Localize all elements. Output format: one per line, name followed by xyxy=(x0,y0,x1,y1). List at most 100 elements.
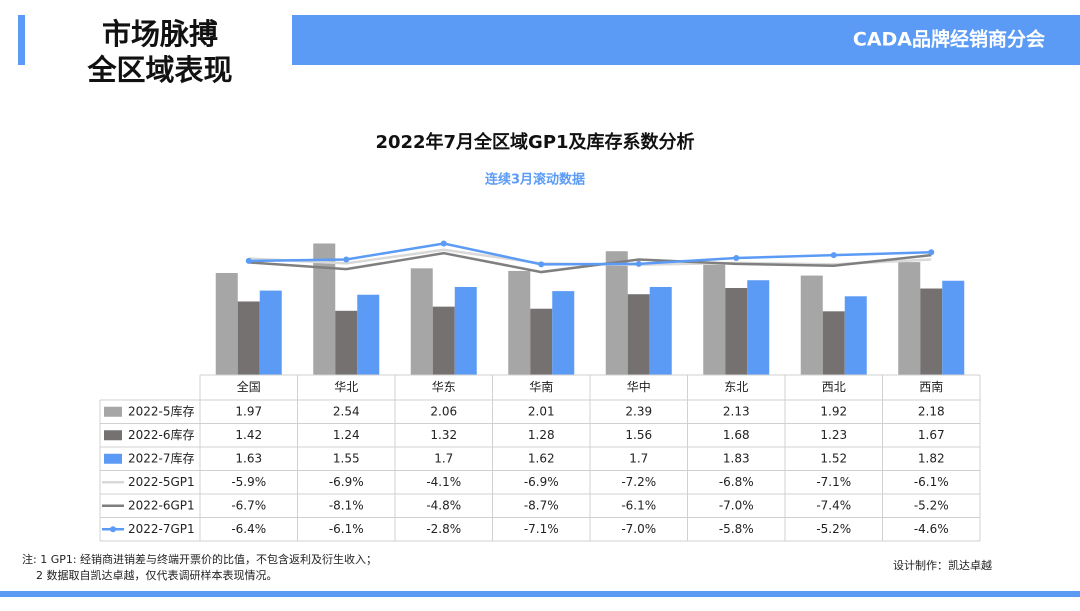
legend-label: 2022-5GP1 xyxy=(128,475,195,489)
table-value: -7.4% xyxy=(816,498,851,512)
x-tick-label: 西北 xyxy=(822,380,846,394)
x-tick-label: 东北 xyxy=(724,380,748,394)
x-tick-label: 华北 xyxy=(334,380,358,394)
legend-label: 2022-6GP1 xyxy=(128,498,195,512)
x-tick-label: 华南 xyxy=(529,379,553,394)
legend-label: 2022-5库存 xyxy=(128,403,195,418)
accent-bar xyxy=(18,15,25,65)
legend-swatch xyxy=(104,430,122,441)
chart-subtitle: 连续3月滚动数据 xyxy=(485,172,585,188)
bar xyxy=(822,311,845,375)
table-value: -5.2% xyxy=(816,522,851,536)
legend-label: 2022-7GP1 xyxy=(128,522,195,536)
bar xyxy=(454,286,477,375)
credit: 设计制作：凯达卓越 xyxy=(893,558,992,572)
marker xyxy=(830,252,837,259)
table-value: 1.7 xyxy=(629,451,648,465)
table-value: -2.8% xyxy=(426,522,461,536)
line xyxy=(248,242,932,266)
bar xyxy=(725,288,748,375)
table-value: -6.9% xyxy=(524,475,559,489)
note: 2 数据取自凯达卓越，仅代表调研样本表现情况。 xyxy=(36,568,278,582)
marker xyxy=(343,256,350,263)
legend-swatch xyxy=(104,406,122,417)
bar xyxy=(552,291,575,375)
bar xyxy=(942,280,965,375)
table-value: -7.2% xyxy=(621,475,656,489)
table-value: -7.1% xyxy=(524,522,559,536)
legend-marker xyxy=(110,526,116,533)
bar xyxy=(357,294,380,375)
bar xyxy=(335,310,358,375)
marker xyxy=(928,249,935,256)
table-value: 2.54 xyxy=(333,404,360,418)
table-value: -4.8% xyxy=(426,498,461,512)
table-value: -6.7% xyxy=(231,498,266,512)
bar xyxy=(703,264,726,375)
table-value: 2.01 xyxy=(528,404,555,418)
table-value: -5.2% xyxy=(914,498,949,512)
marker xyxy=(733,255,740,262)
marker xyxy=(440,240,447,247)
table-value: -5.8% xyxy=(719,522,754,536)
legend-label: 2022-7库存 xyxy=(128,450,195,465)
bar xyxy=(920,288,943,375)
table-value: 1.63 xyxy=(235,451,262,465)
table-value: -8.7% xyxy=(524,498,559,512)
bar xyxy=(530,308,553,375)
bar xyxy=(898,262,921,375)
bar xyxy=(313,243,336,375)
table-value: 1.83 xyxy=(723,451,750,465)
table-value: 1.28 xyxy=(528,428,555,442)
bar xyxy=(508,270,531,375)
note: 注: 1 GP1: 经销商进销差与终端开票价的比值，不包含返利及衍生收入； xyxy=(22,552,377,566)
table-value: 2.06 xyxy=(430,404,457,418)
table-value: 1.97 xyxy=(235,404,262,418)
bar xyxy=(237,301,260,375)
bar xyxy=(627,294,650,375)
table-value: -7.0% xyxy=(621,522,656,536)
table-value: -6.8% xyxy=(719,475,754,489)
table-value: -6.9% xyxy=(329,475,364,489)
table-value: 1.55 xyxy=(333,451,360,465)
table-value: 1.7 xyxy=(434,451,453,465)
table-value: 1.23 xyxy=(820,428,847,442)
table-value: -4.1% xyxy=(426,475,461,489)
chart-title: 2022年7月全区域GP1及库存系数分析 xyxy=(375,131,694,153)
table-value: 1.32 xyxy=(430,428,457,442)
bar xyxy=(605,251,628,375)
line xyxy=(248,251,932,274)
x-tick-label: 西南 xyxy=(919,379,943,394)
table-value: 2.39 xyxy=(625,404,652,418)
table-value: 1.62 xyxy=(528,451,555,465)
table-value: 1.56 xyxy=(625,428,652,442)
bar xyxy=(649,286,672,375)
table-value: 1.82 xyxy=(918,451,945,465)
marker xyxy=(245,257,252,264)
marker xyxy=(635,260,642,267)
bar xyxy=(259,290,282,375)
x-tick-label: 全国 xyxy=(237,379,261,394)
brand: CADA品牌经销商分会 xyxy=(853,28,1045,51)
table-value: -7.0% xyxy=(719,498,754,512)
table-value: 1.68 xyxy=(723,428,750,442)
bar xyxy=(747,280,770,375)
bar xyxy=(215,272,238,375)
table-value: -8.1% xyxy=(329,498,364,512)
x-tick-label: 华东 xyxy=(432,380,456,394)
bar xyxy=(410,268,433,375)
bar xyxy=(432,306,455,375)
marker xyxy=(538,261,545,268)
banner xyxy=(292,15,1080,65)
legend-swatch xyxy=(104,453,122,464)
table-value: 2.13 xyxy=(723,404,750,418)
table-value: 1.67 xyxy=(918,428,945,442)
table-value: -4.6% xyxy=(914,522,949,536)
table-value: 1.42 xyxy=(235,428,262,442)
table-value: -6.1% xyxy=(914,475,949,489)
table-value: -7.1% xyxy=(816,475,851,489)
table-value: -5.9% xyxy=(231,475,266,489)
table-value: -6.4% xyxy=(231,522,266,536)
table-value: -6.1% xyxy=(329,522,364,536)
table-value: 2.18 xyxy=(918,404,945,418)
